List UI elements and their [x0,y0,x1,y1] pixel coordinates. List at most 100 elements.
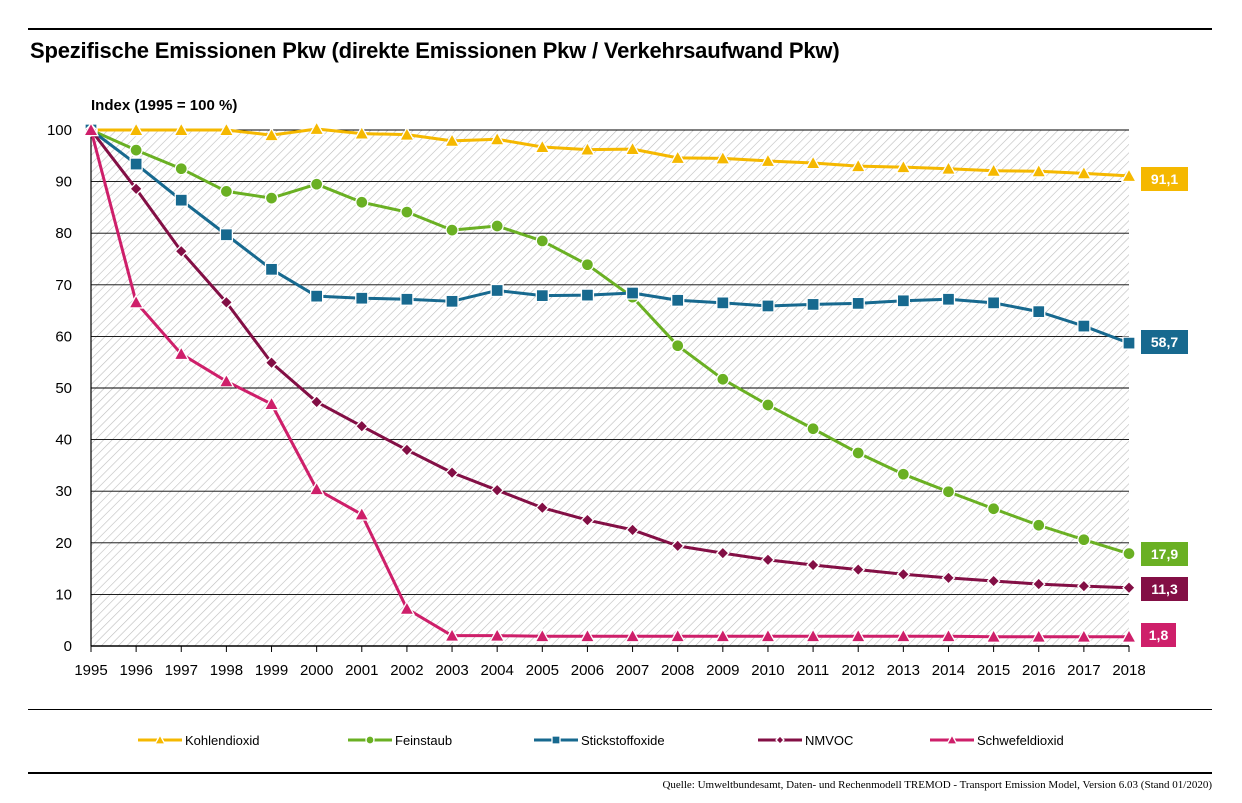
x-tick-label: 2011 [797,662,829,679]
end-label-stickstoffoxide: 58,7 [1141,330,1188,354]
data-point [579,141,596,156]
data-point [353,125,370,140]
end-label-schwefeldioxid: 1,8 [1141,623,1176,647]
data-point [218,121,235,137]
data-point [1120,167,1138,183]
data-point [941,292,956,306]
legend-marker [945,733,959,745]
legend-marker [551,735,561,745]
data-point [445,465,459,480]
data-point [443,132,461,148]
data-point [489,130,506,146]
x-tick-label: 1999 [255,662,288,679]
legend-label: Kohlendioxid [185,733,259,748]
legend-marker [775,735,785,745]
y-tick-label: 90 [55,174,72,191]
y-tick-label: 80 [55,225,72,242]
x-tick-label: 1995 [74,662,107,679]
end-label-text: 91,1 [1151,171,1178,187]
legend-item-kohlendioxid: Kohlendioxid [138,733,259,748]
data-point [579,627,596,643]
data-point [986,296,1001,310]
data-point [264,262,279,276]
data-point [851,296,865,311]
data-point [354,419,369,434]
data-point [400,292,414,306]
data-point [625,286,640,300]
y-tick-label: 30 [55,483,72,500]
end-label-nmvoc: 11,3 [1141,577,1188,601]
data-point [806,297,820,312]
data-point [851,562,866,577]
series-line [89,129,1130,590]
x-tick-label: 1998 [210,662,243,679]
series-stickstoffoxide [84,123,1136,350]
data-point [263,126,280,142]
data-point [716,296,730,310]
data-point [896,567,911,582]
data-point [490,219,504,233]
data-point [759,152,777,168]
data-point [715,546,730,561]
source-note: Quelle: Umweltbundesamt, Daten- und Rech… [662,779,1212,791]
end-label-text: 1,8 [1149,627,1169,643]
data-point [443,627,461,642]
data-point [941,485,956,499]
data-point [624,627,641,643]
series-feinstaub [84,123,1136,561]
top-rule [28,28,1212,30]
data-point [895,627,912,643]
data-point [895,158,912,174]
data-point [671,293,685,307]
x-tick-label: 2010 [751,662,784,679]
data-point [941,570,956,585]
end-label-box [1141,167,1188,191]
data-point [218,372,235,388]
data-point [580,258,595,272]
data-point [263,395,280,411]
y-tick-label: 50 [55,380,72,397]
end-label-feinstaub: 17,9 [1141,542,1188,566]
data-point [580,288,595,302]
data-point [264,191,279,205]
data-point [174,193,188,207]
data-point [219,184,234,199]
x-tick-label: 2017 [1067,662,1100,679]
x-tick-label: 1996 [119,662,152,679]
data-point [1075,165,1092,180]
data-point [1122,336,1136,350]
legend-top-rule [28,709,1212,710]
data-point [264,355,279,370]
data-point [985,628,1002,643]
legend-marker [153,733,167,745]
data-point [353,506,370,521]
data-point [1120,628,1138,643]
x-tick-label: 2000 [300,662,333,679]
data-point [129,143,143,157]
data-point [173,345,190,361]
data-point [940,627,957,643]
series-kohlendioxid [82,120,1138,183]
data-point [896,294,910,308]
data-point [489,627,506,642]
bottom-rule [28,772,1212,774]
series-line [89,129,1129,639]
data-point [310,289,324,303]
data-point [669,149,686,165]
data-point [490,483,505,498]
data-point [219,228,234,242]
x-tick-label: 2004 [480,662,513,679]
data-point [308,120,325,136]
data-point [1030,628,1047,643]
data-point [128,121,145,137]
y-tick-label: 70 [55,277,72,294]
data-point [1077,319,1091,333]
data-point [896,467,910,481]
end-label-box [1141,577,1188,601]
data-point [174,162,188,176]
data-point [804,154,822,170]
data-point [1122,546,1136,561]
data-point [806,558,821,572]
x-tick-label: 2012 [842,662,875,679]
y-tick-label: 0 [64,638,72,655]
